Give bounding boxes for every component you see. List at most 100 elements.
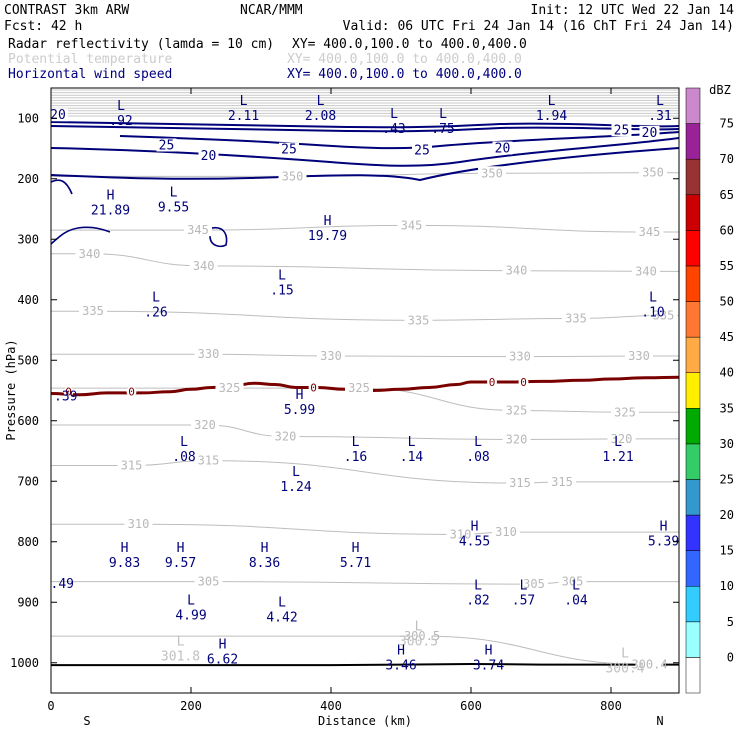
y-tick-label: 900 (17, 595, 39, 609)
theta-label-bg (408, 629, 436, 643)
theta-label: 335 (565, 312, 587, 326)
theta-label: 330 (628, 349, 650, 363)
colorbar-swatch (685, 123, 701, 160)
colorbar-level-label: 75 (720, 117, 734, 131)
colorbar-swatch (685, 657, 701, 694)
colorbar-level-label: 30 (720, 437, 734, 451)
wind-contour-line (51, 147, 679, 182)
colorbar-level-label: 50 (720, 295, 734, 309)
right-end-label: N (656, 714, 663, 728)
theta-label-bg (124, 517, 153, 531)
wind-extremum-value: 1.94 (536, 109, 567, 124)
wind-extremum-value: .16 (344, 450, 367, 465)
wind-contour-line (51, 226, 111, 245)
wind-extremum-marker: H (121, 541, 129, 556)
wind-extremum-value: 9.57 (165, 556, 196, 571)
wind-extremum-value: 1.21 (602, 450, 633, 465)
theta-contour-upper (51, 99, 679, 102)
wind-extremum-value: 19.79 (308, 229, 347, 244)
wind-extremum-marker: L (352, 435, 360, 450)
wind-extremum-value: .26 (144, 305, 167, 320)
theta-label-bg (189, 258, 218, 272)
valid-time: Valid: 06 UTC Fri 24 Jan 14 (16 ChT Fri … (343, 19, 734, 34)
theta-label: 315 (551, 475, 573, 489)
wind-extremum-value: 1.24 (280, 480, 311, 495)
theta-label: 330 (509, 350, 531, 364)
reflectivity-label: 0 (65, 386, 72, 399)
reflectivity-label-bg (308, 382, 319, 393)
field-xy-theta: XY= 400.0,100.0 to 400.0,400.0 (287, 52, 522, 67)
y-tick-label: 700 (17, 474, 39, 488)
theta-label: 325 (219, 381, 241, 395)
surface-pressure-line (51, 662, 679, 667)
wind-extremum-value: .10 (641, 305, 664, 320)
theta-label: 340 (506, 264, 528, 278)
theta-label-bg (625, 349, 653, 363)
reflectivity-label: 0 (128, 386, 135, 399)
theta-label-bg (502, 263, 531, 277)
wind-extremum-value: 21.89 (91, 204, 130, 219)
theta-label-bg (194, 574, 223, 588)
wind-extremum-marker: H (107, 189, 115, 204)
wind-label-bg (156, 138, 177, 152)
colorbar-level-label: 60 (720, 223, 734, 237)
theta-contour-labels: 350 350 350 345 345 345 340 340 340 340 335 335 335 3… (75, 165, 678, 672)
y-tick-label: 100 (17, 111, 39, 125)
y-tick-label: 800 (17, 535, 39, 549)
theta-label: 350 (481, 166, 503, 180)
left-end-label: S (83, 714, 90, 728)
theta-label-bg (502, 432, 531, 446)
theta-contour-upper (51, 102, 679, 104)
wind-extremum-marker: L (152, 290, 160, 305)
wind-label-bg (412, 143, 432, 157)
y-tick-label: 400 (17, 293, 39, 307)
center-name: NCAR/MMM (240, 3, 303, 18)
colorbar-swatch (685, 336, 701, 373)
wind-label: 25 (281, 143, 297, 158)
wind-extremum-value: .92 (109, 114, 132, 129)
wind-extremum-value: 8.36 (249, 556, 280, 571)
theta-label-bg (278, 169, 307, 183)
theta-label-bg (446, 527, 475, 541)
wind-extremum-marker: H (177, 541, 185, 556)
wind-extremum-marker: L (278, 269, 286, 284)
y-tick-label: 500 (17, 353, 39, 367)
wind-extremum-marker: L (117, 99, 125, 114)
wind-extremum-marker: L (408, 435, 416, 450)
wind-extremum-value: 4.42 (266, 610, 297, 625)
reflectivity-label-bg (63, 386, 74, 397)
theta-label: 340 (635, 264, 657, 278)
theta-label: 310 (450, 527, 472, 541)
wind-extremum-marker: H (219, 638, 227, 653)
wind-label-bg (492, 141, 513, 155)
wind-extremum-marker: L (390, 107, 398, 122)
edge-value-label: .39 (54, 390, 77, 405)
wind-extremum-value: .31 (648, 109, 671, 124)
reflectivity-label-bg (126, 386, 137, 397)
wind-label-bg (639, 125, 660, 139)
field-label-theta: Potential temperature (8, 52, 173, 67)
x-tick-label: 0 (47, 699, 54, 713)
wind-extremum-marker: L (292, 465, 300, 480)
wind-extremum-marker: L (614, 435, 622, 450)
wind-contour-lines (51, 121, 679, 248)
theta-label-bg (632, 264, 660, 278)
wind-label: 20 (642, 126, 658, 141)
wind-extremum-value: .15 (270, 284, 293, 299)
theta-contour-upper (51, 97, 679, 99)
theta-contour-upper (51, 94, 679, 96)
theta-label: 320 (506, 433, 528, 447)
theta-label: 315 (198, 454, 220, 468)
wind-extremum-value: 4.99 (175, 608, 206, 623)
theta-label-bg (194, 453, 223, 467)
wind-extremum-marker: L (439, 107, 447, 122)
wind-extremum-value: 3.74 (473, 659, 504, 674)
theta-extremum-value: 300.4 (605, 662, 644, 677)
theta-label: 340 (79, 247, 101, 261)
wind-contour-labels: 20 20 20 20 25 25 25 25 (51, 108, 660, 164)
wind-extremum-marker: H (261, 541, 269, 556)
theta-label: 340 (193, 259, 215, 273)
wind-extremum-marker: L (278, 595, 286, 610)
theta-label-bg (506, 476, 534, 490)
